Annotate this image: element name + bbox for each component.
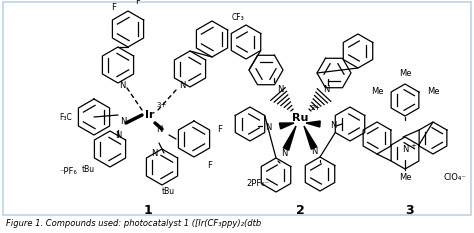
Text: ⁻PF₆: ⁻PF₆: [59, 167, 77, 175]
Text: 2+: 2+: [311, 105, 321, 111]
Polygon shape: [306, 121, 320, 127]
Text: Ru: Ru: [292, 113, 308, 123]
Text: F: F: [208, 161, 212, 169]
Text: 3: 3: [406, 205, 414, 217]
Text: F: F: [111, 3, 117, 11]
Text: N: N: [277, 85, 283, 93]
Text: N: N: [156, 126, 162, 134]
Text: 2PF₆⁻: 2PF₆⁻: [246, 178, 270, 188]
Text: tBu: tBu: [82, 164, 94, 174]
Text: N: N: [311, 147, 317, 157]
Text: Figure 1. Compounds used: photocatalyst 1 ([Ir(CF₃ppy)₂(dtb: Figure 1. Compounds used: photocatalyst …: [6, 219, 261, 228]
Text: ClO₄⁻: ClO₄⁻: [444, 174, 466, 182]
Text: F: F: [218, 124, 222, 134]
Text: 1: 1: [144, 205, 152, 217]
Text: +: +: [410, 143, 416, 149]
Text: CF₃: CF₃: [232, 13, 245, 21]
Text: Me: Me: [399, 69, 411, 79]
Polygon shape: [283, 126, 296, 150]
Text: F₃C: F₃C: [60, 113, 73, 121]
Text: N: N: [151, 148, 157, 158]
Text: Me: Me: [427, 88, 439, 96]
Text: N: N: [265, 123, 271, 131]
Text: N: N: [120, 117, 126, 127]
Text: N: N: [281, 148, 287, 158]
Text: Me: Me: [371, 88, 383, 96]
Text: N: N: [330, 120, 336, 130]
Text: Me: Me: [399, 174, 411, 182]
Text: 3+: 3+: [157, 102, 167, 108]
Text: N: N: [115, 130, 121, 140]
Text: N: N: [323, 86, 329, 95]
Polygon shape: [279, 123, 294, 129]
Text: 2: 2: [296, 205, 304, 217]
Text: F: F: [136, 0, 140, 6]
Text: N: N: [179, 80, 185, 89]
Text: N: N: [119, 80, 125, 89]
Text: N: N: [402, 145, 408, 154]
Text: tBu: tBu: [162, 188, 174, 196]
Text: Ir: Ir: [145, 110, 155, 120]
Polygon shape: [304, 126, 317, 149]
